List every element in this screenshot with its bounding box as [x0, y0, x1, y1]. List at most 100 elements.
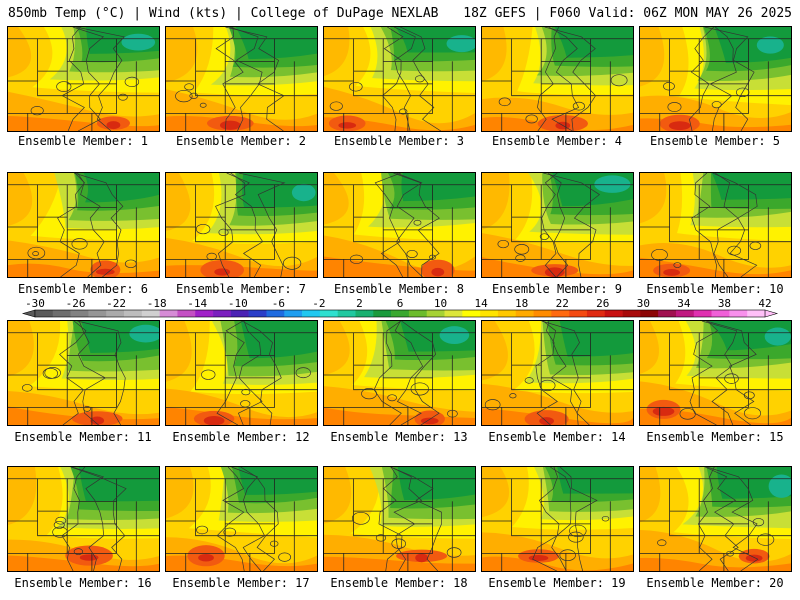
- colorbar-arrow-left: [21, 309, 36, 318]
- colorbar-swatch: [444, 310, 463, 317]
- colorbar-swatch: [675, 310, 695, 317]
- ensemble-member-label: Ensemble Member: 15: [646, 430, 784, 444]
- colorbar-swatch: [622, 310, 641, 317]
- ensemble-map-panel: [7, 26, 160, 132]
- ensemble-map-panel: [481, 466, 634, 572]
- colorbar-swatch: [88, 310, 107, 317]
- ensemble-member-label: Ensemble Member: 1: [17, 134, 149, 148]
- colorbar-tick-label: 14: [474, 297, 488, 310]
- ensemble-map-panel: [7, 466, 160, 572]
- colorbar-tick-label: -22: [106, 297, 126, 310]
- colorbar-tick-label: 38: [718, 297, 731, 310]
- colorbar-swatch: [711, 310, 730, 317]
- colorbar-swatch: [658, 310, 677, 317]
- colorbar-tick-label: 22: [556, 297, 569, 310]
- colorbar-swatch: [248, 310, 267, 317]
- colorbar-swatch: [319, 310, 338, 317]
- ensemble-map-panel: [639, 26, 792, 132]
- ensemble-map-panel: [323, 26, 476, 132]
- ensemble-member-label: Ensemble Member: 2: [175, 134, 307, 148]
- colorbar-swatch: [195, 310, 214, 317]
- ensemble-member-label: Ensemble Member: 17: [172, 576, 310, 590]
- colorbar-swatch: [747, 310, 766, 317]
- ensemble-member-label: Ensemble Member: 6: [17, 282, 149, 296]
- colorbar-swatch: [141, 310, 160, 317]
- colorbar-tick-label: 30: [637, 297, 650, 310]
- colorbar-swatch: [729, 310, 748, 317]
- colorbar-tick-label: 18: [515, 297, 528, 310]
- colorbar-swatch: [230, 310, 249, 317]
- ensemble-map-panel: [639, 172, 792, 278]
- colorbar-tick-label: 34: [677, 297, 691, 310]
- colorbar-swatch: [533, 310, 552, 317]
- colorbar-swatch: [693, 310, 712, 317]
- ensemble-member-label: Ensemble Member: 20: [646, 576, 784, 590]
- ensemble-map-panel: [481, 26, 634, 132]
- ensemble-member-label: Ensemble Member: 12: [172, 430, 310, 444]
- colorbar-swatch: [355, 310, 374, 317]
- ensemble-map-panel: [165, 26, 318, 132]
- ensemble-map-panel: [323, 172, 476, 278]
- colorbar-swatch: [373, 310, 392, 317]
- colorbar-swatch: [266, 310, 285, 317]
- colorbar-swatch: [177, 310, 196, 317]
- ensemble-map-panel: [323, 466, 476, 572]
- colorbar-tick-label: -30: [25, 297, 45, 310]
- colorbar-tick-label: 26: [596, 297, 609, 310]
- ensemble-map-panel: [639, 466, 792, 572]
- ensemble-map-panel: [639, 320, 792, 426]
- ensemble-member-label: Ensemble Member: 18: [330, 576, 468, 590]
- colorbar-tick-label: -26: [66, 297, 86, 310]
- colorbar-tick-label: -14: [187, 297, 207, 310]
- colorbar-swatch: [497, 310, 517, 317]
- colorbar-swatch: [124, 310, 143, 317]
- colorbar-swatch: [284, 310, 303, 317]
- ensemble-map-panel: [323, 320, 476, 426]
- ensemble-member-label: Ensemble Member: 4: [491, 134, 623, 148]
- ensemble-member-label: Ensemble Member: 7: [175, 282, 307, 296]
- colorbar-swatch: [426, 310, 445, 317]
- colorbar-swatch: [569, 310, 588, 317]
- colorbar-swatch: [462, 310, 481, 317]
- ensemble-map-panel: [481, 320, 634, 426]
- colorbar-swatch: [586, 310, 606, 317]
- colorbar-swatch: [106, 310, 125, 317]
- ensemble-map-panel: [481, 172, 634, 278]
- colorbar-arrow-right: [764, 309, 779, 318]
- ensemble-map-panel: [165, 320, 318, 426]
- colorbar-swatch: [391, 310, 410, 317]
- colorbar-tick-label: 2: [356, 297, 363, 310]
- ensemble-member-label: Ensemble Member: 9: [491, 282, 623, 296]
- colorbar-swatch: [213, 310, 232, 317]
- temperature-colorbar: -30 -26 -22 -18 -14 -10 -6 -2 2 6 10 14 18 22 26 30 34 38…: [21, 297, 779, 318]
- colorbar-swatch: [52, 310, 71, 317]
- ensemble-member-label: Ensemble Member: 16: [14, 576, 152, 590]
- colorbar-swatch: [302, 310, 321, 317]
- colorbar-tick-label: -10: [228, 297, 248, 310]
- colorbar-tick-label: -18: [147, 297, 167, 310]
- valid-time: 18Z GEFS | F060 Valid: 06Z MON MAY 26 20…: [463, 6, 792, 21]
- ensemble-member-label: Ensemble Member: 10: [646, 282, 784, 296]
- colorbar-tick-label: -2: [312, 297, 325, 310]
- ensemble-map-panel: [7, 320, 160, 426]
- colorbar-swatch: [337, 310, 356, 317]
- ensemble-member-label: Ensemble Member: 8: [333, 282, 465, 296]
- ensemble-member-label: Ensemble Member: 11: [14, 430, 152, 444]
- colorbar-tick-label: 42: [758, 297, 771, 310]
- colorbar-swatch: [159, 310, 178, 317]
- ensemble-map-panel: [165, 466, 318, 572]
- ensemble-member-label: Ensemble Member: 13: [330, 430, 468, 444]
- colorbar-swatch: [408, 310, 428, 317]
- ensemble-map-panel: [7, 172, 160, 278]
- ensemble-member-label: Ensemble Member: 3: [333, 134, 465, 148]
- colorbar-swatch: [70, 310, 89, 317]
- colorbar-swatch: [640, 310, 659, 317]
- ensemble-member-label: Ensemble Member: 14: [488, 430, 626, 444]
- colorbar-swatch: [604, 310, 623, 317]
- colorbar-tick-label: -6: [272, 297, 285, 310]
- colorbar-swatch: [551, 310, 570, 317]
- colorbar-tick-label: 10: [434, 297, 447, 310]
- colorbar-tick-label: 6: [397, 297, 404, 310]
- colorbar-swatch: [480, 310, 499, 317]
- ensemble-member-label: Ensemble Member: 19: [488, 576, 626, 590]
